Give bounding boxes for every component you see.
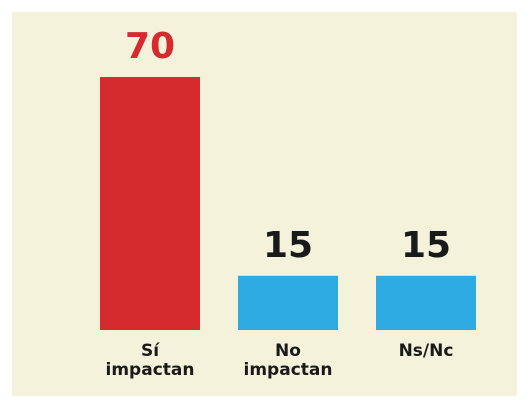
value-label: 70: [125, 26, 175, 67]
value-label: 15: [263, 225, 313, 266]
category-label: Ns/Nc: [398, 341, 454, 361]
bar: [100, 77, 200, 330]
category-label: No impactan: [243, 341, 333, 380]
value-label: 15: [401, 225, 451, 266]
bar: [376, 275, 476, 330]
category-label: Sí impactan: [105, 341, 195, 380]
chart-background: [12, 12, 517, 396]
bar: [238, 275, 338, 330]
